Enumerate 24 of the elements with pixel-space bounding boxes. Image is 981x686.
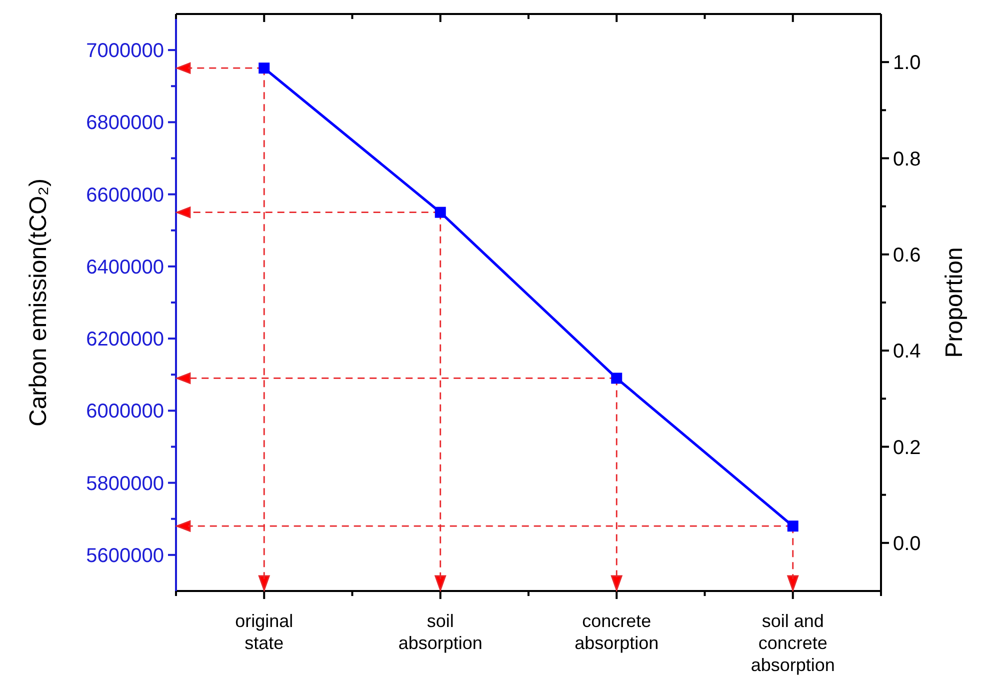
y2-tick-label: 0.2 [893, 436, 921, 459]
y-tick-label: 5800000 [86, 472, 164, 495]
y-tick-label: 6400000 [86, 256, 164, 278]
y2-tick-label: 0.4 [893, 340, 921, 363]
y-tick-label: 6200000 [86, 328, 164, 351]
point [787, 520, 798, 532]
y-axis-title: Carbon emission(tCO₂) [25, 178, 52, 427]
point [611, 372, 622, 384]
point [258, 62, 270, 74]
y-tick-label: 7000000 [86, 40, 164, 62]
y2-tick-label: 0.0 [893, 532, 921, 555]
y-tick-label: 5600000 [86, 544, 164, 567]
y2-axis-title: Proportion [941, 247, 968, 358]
y-tick-label: 6800000 [86, 112, 164, 134]
x-tick-label: soil absorption [398, 611, 482, 653]
y2-tick-label: 0.6 [893, 244, 921, 266]
y-tick-label: 6600000 [86, 184, 164, 206]
x-tick-label: soil and concrete absorption [750, 611, 835, 675]
y2-tick-label: 0.8 [893, 148, 921, 170]
y-tick-label: 6000000 [86, 400, 164, 423]
x-tick-label: original state [235, 611, 294, 653]
x-tick-label: concrete absorption [574, 611, 659, 653]
point [434, 206, 446, 218]
y2-tick-label: 1.0 [893, 52, 921, 74]
